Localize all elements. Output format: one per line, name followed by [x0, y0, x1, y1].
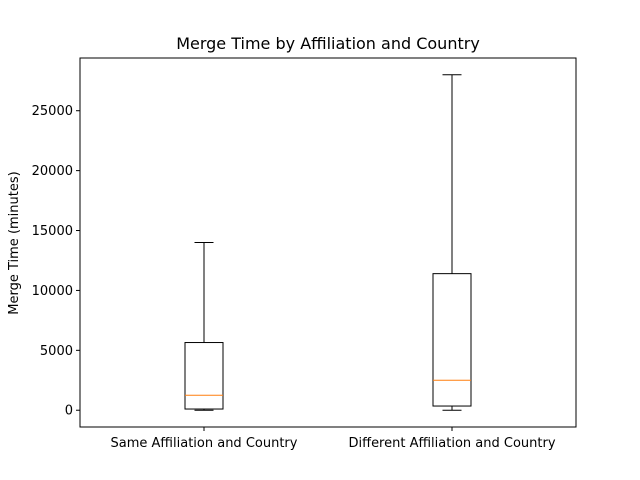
- y-tick-label: 15000: [32, 224, 73, 239]
- box: [432, 273, 472, 407]
- chart-title: Merge Time by Affiliation and Country: [176, 34, 480, 53]
- x-tick-label: Same Affiliation and Country: [111, 436, 298, 451]
- box: [184, 342, 224, 410]
- y-tick-label: 5000: [40, 344, 73, 359]
- y-tick-label: 25000: [32, 104, 73, 119]
- axes-frame: [79, 57, 577, 428]
- plot-area: 0 5000 10000 15000 20000 25000 Same Affiliatio…: [32, 57, 577, 451]
- y-tick-label: 0: [65, 404, 73, 419]
- y-axis-label: Merge Time (minutes): [7, 171, 22, 314]
- y-tick-label: 10000: [32, 284, 73, 299]
- x-tick-label: Different Affiliation and Country: [348, 436, 555, 451]
- y-tick-label: 20000: [32, 164, 73, 179]
